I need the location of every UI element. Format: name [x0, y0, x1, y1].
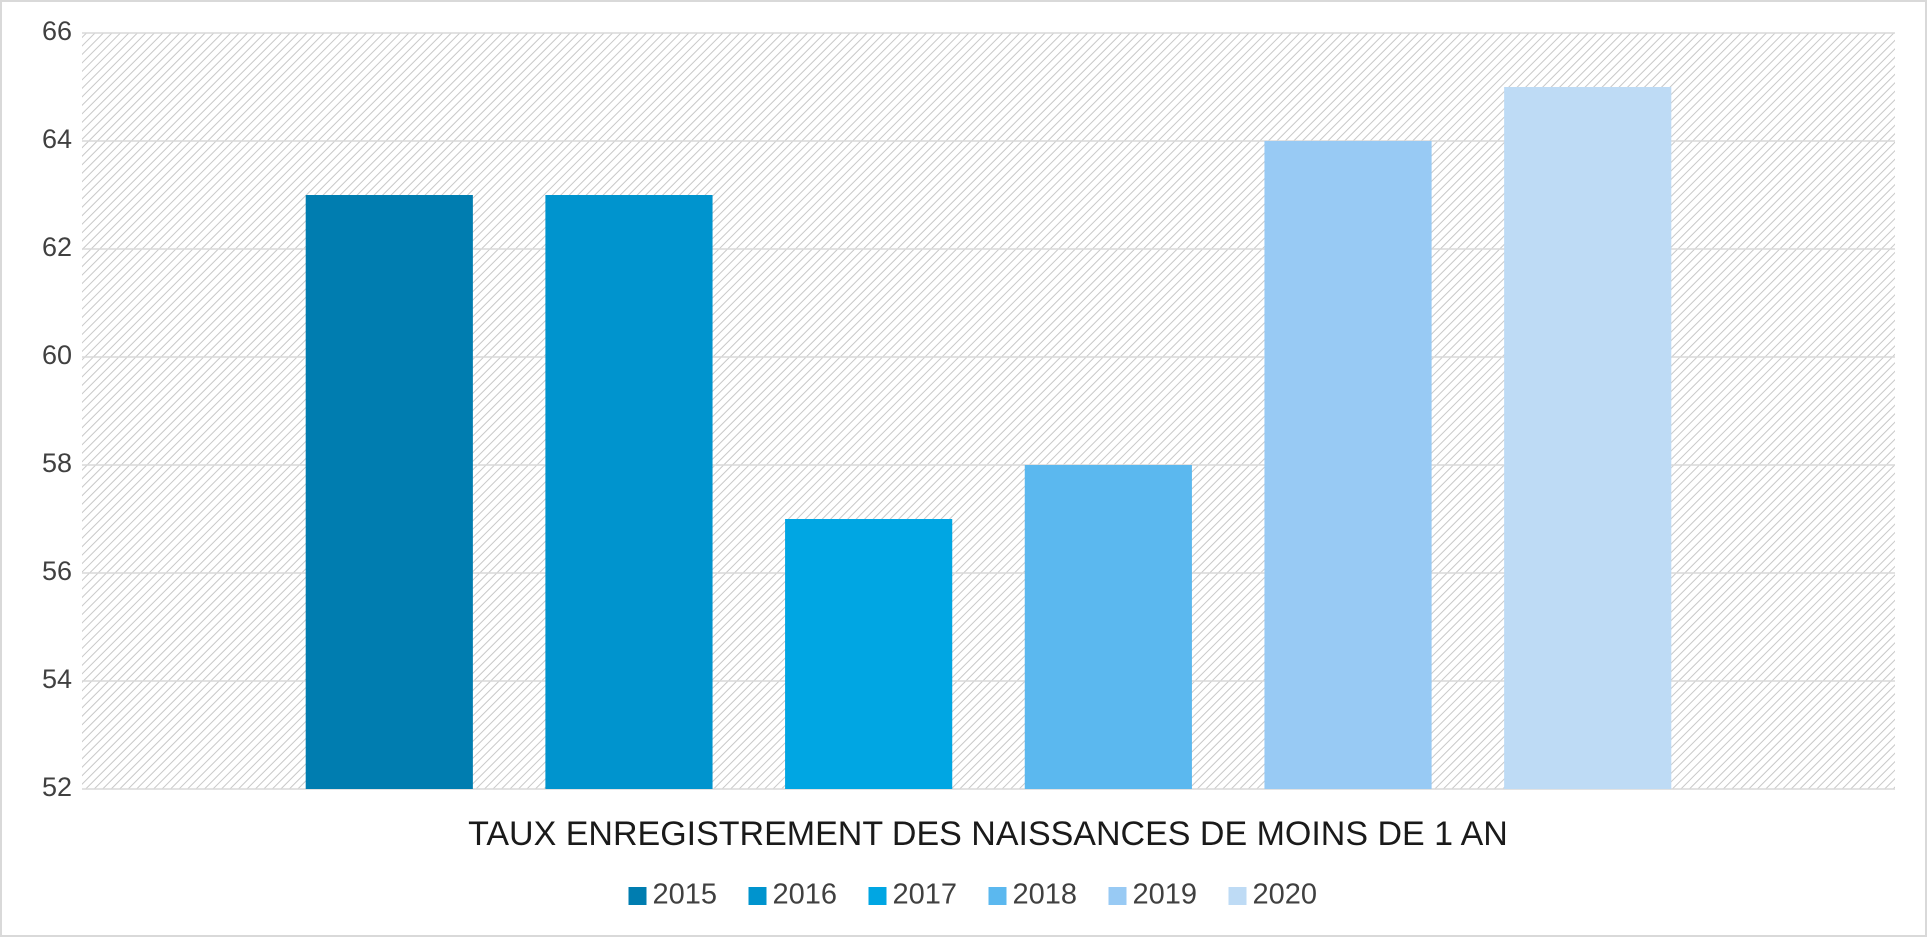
bar — [1264, 141, 1432, 789]
bar — [305, 195, 473, 789]
legend-swatch — [748, 887, 767, 905]
y-tick-label: 60 — [42, 340, 72, 370]
bar — [1024, 465, 1192, 789]
bar — [785, 519, 953, 789]
category-label: TAUX ENREGISTREMENT DES NAISSANCES DE MO… — [468, 815, 1508, 853]
y-tick-label: 56 — [42, 556, 72, 586]
legend-swatch — [868, 887, 887, 905]
legend-swatch — [988, 887, 1007, 905]
bar — [1504, 87, 1672, 789]
legend-swatch — [628, 887, 647, 905]
legend-label: 2015 — [653, 879, 718, 911]
legend-label: 2018 — [1013, 879, 1078, 911]
y-tick-label: 66 — [42, 16, 72, 46]
legend-swatch — [1228, 887, 1247, 905]
legend-label: 2020 — [1253, 879, 1318, 911]
legend-swatch — [1108, 887, 1127, 905]
bar — [545, 195, 713, 789]
y-tick-label: 62 — [42, 232, 72, 262]
y-tick-label: 58 — [42, 448, 72, 478]
y-tick-label: 64 — [42, 124, 72, 154]
legend-label: 2016 — [773, 879, 838, 911]
legend-label: 2017 — [893, 879, 958, 911]
y-tick-label: 54 — [42, 664, 72, 694]
legend-label: 2019 — [1133, 879, 1198, 911]
y-tick-label: 52 — [42, 772, 72, 802]
